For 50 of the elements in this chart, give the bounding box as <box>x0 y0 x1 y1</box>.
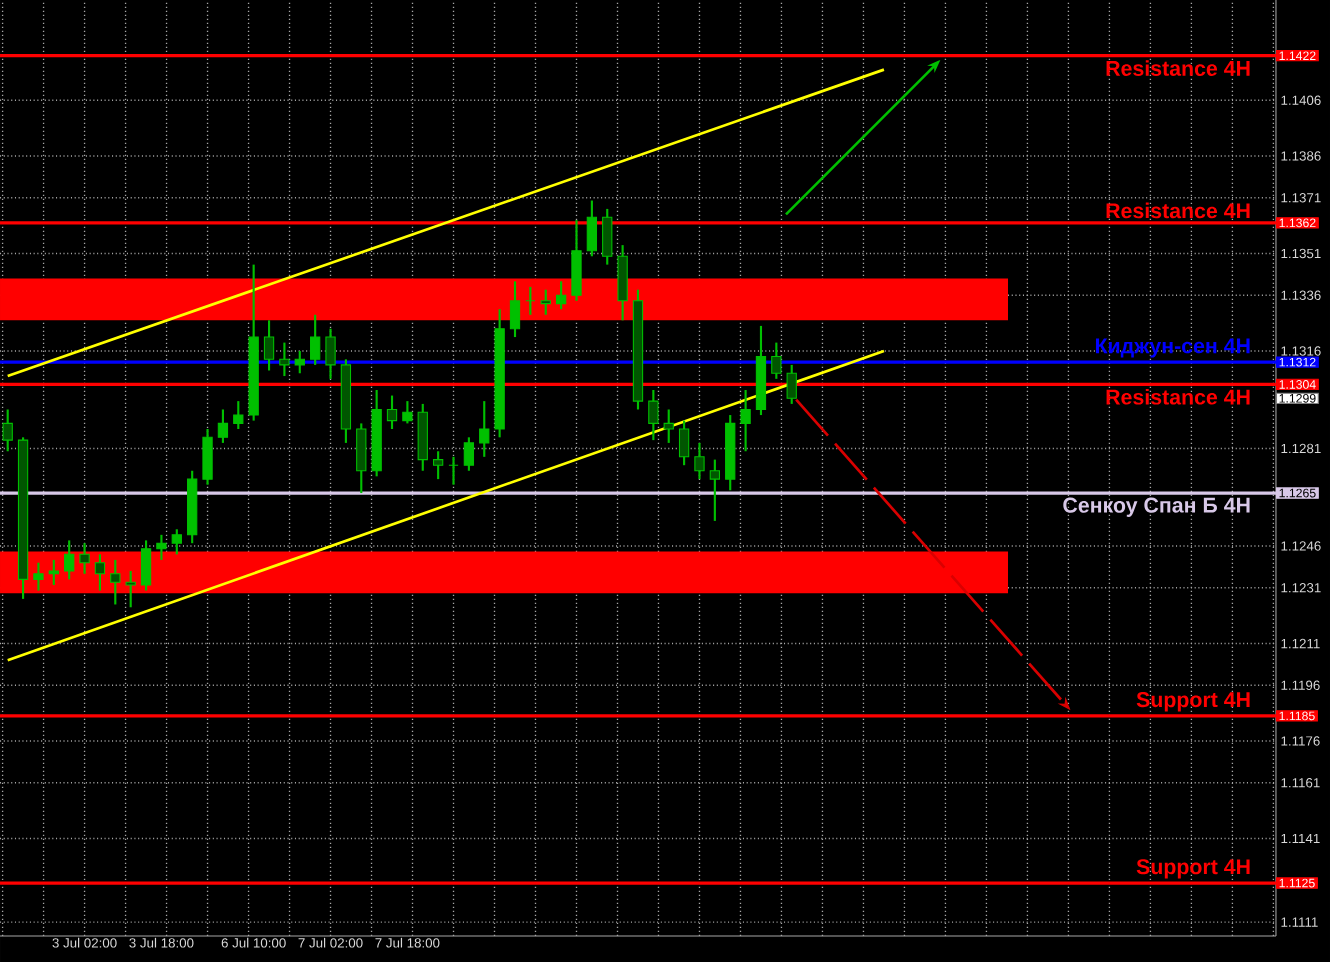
candlestick <box>140 539 152 592</box>
candlestick <box>263 319 275 372</box>
candlestick <box>310 313 321 366</box>
candlestick <box>709 458 720 522</box>
candlestick <box>294 349 305 375</box>
candlestick <box>171 528 182 556</box>
candlestick <box>479 400 490 458</box>
candlestick <box>64 539 75 581</box>
candlestick <box>509 280 521 339</box>
candlestick <box>771 341 782 380</box>
ref-line-label: Support 4H <box>1136 859 1250 879</box>
ref-line-label: Resistance 4H <box>1106 388 1250 405</box>
candlestick <box>694 441 705 481</box>
candlestick <box>663 408 674 444</box>
candlestick <box>48 558 59 587</box>
candlestick <box>386 394 398 431</box>
ref-line-label: Resistance 4H <box>1106 60 1250 76</box>
candlestick <box>279 341 290 378</box>
candlestick <box>202 427 213 486</box>
candlestick <box>678 419 690 467</box>
candlestick <box>402 400 413 425</box>
candlestick <box>525 285 536 316</box>
candlestick <box>571 218 582 302</box>
candlestick <box>33 561 44 592</box>
candlestick <box>110 558 121 606</box>
candlestick <box>586 199 598 258</box>
candlestick <box>233 400 244 431</box>
candlestick <box>94 553 106 592</box>
candlestick <box>156 533 167 561</box>
candlestick <box>125 569 136 609</box>
ref-line-label: Support 4H <box>1136 692 1250 712</box>
candlestick <box>79 542 90 575</box>
candlestick <box>448 455 459 486</box>
candlestick <box>786 363 797 405</box>
candlestick <box>740 388 751 453</box>
candlestick <box>463 436 475 472</box>
ref-line-label: Resistance 4H <box>1106 202 1250 219</box>
ref-line-label: Киджун-сен 4H <box>1095 338 1250 358</box>
candlestick <box>555 280 567 311</box>
candlestick <box>217 408 229 444</box>
candlestick <box>356 422 367 495</box>
candlestick <box>602 207 613 266</box>
candlestick <box>325 327 336 380</box>
candlestick <box>417 402 428 472</box>
candlestick <box>617 244 628 322</box>
candlestick <box>432 450 444 481</box>
candlestick <box>648 388 659 442</box>
candlestick <box>540 288 551 316</box>
candlestick <box>2 408 13 453</box>
ref-line-label: Сенкоу Спан Б 4H <box>1063 497 1250 517</box>
